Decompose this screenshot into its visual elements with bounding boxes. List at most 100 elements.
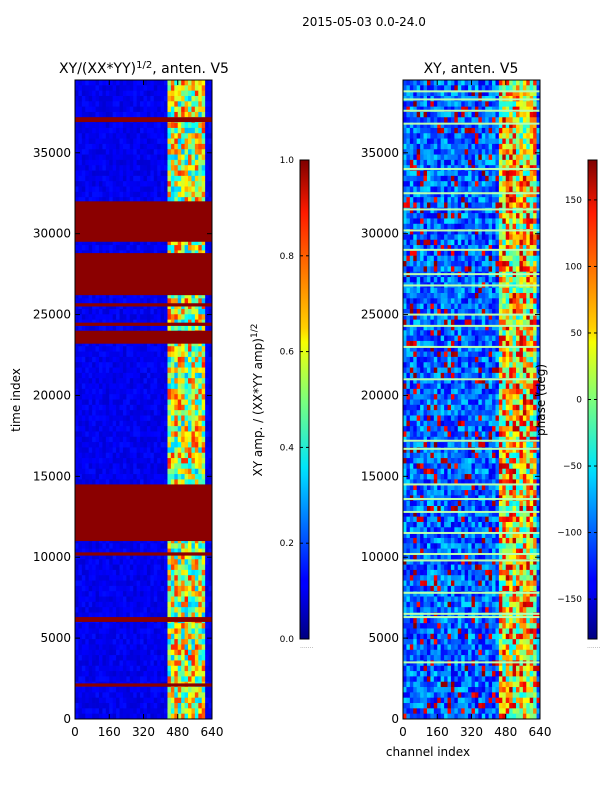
phase-heatmap-cell [426,85,431,92]
amplitude-heatmap-cell [181,351,185,358]
amplitude-heatmap-cell [109,394,114,400]
amplitude-heatmap-cell [208,591,213,597]
amplitude-heatmap-cell [167,138,172,145]
amplitude-heatmap-cell [153,175,158,182]
amplitude-heatmap-cell [122,479,127,486]
amplitude-heatmap-cell [188,404,192,411]
amplitude-heatmap-cell [160,319,165,326]
amplitude-heatmap-cell [150,623,155,629]
amplitude-heatmap-cell [170,95,175,102]
amplitude-heatmap-cell [174,165,179,171]
amplitude-heatmap-cell [174,468,179,475]
amplitude-heatmap-cell [119,601,124,608]
amplitude-heatmap-cell [188,543,192,550]
amplitude-heatmap-cell [177,85,182,92]
amplitude-heatmap-cell [92,447,96,454]
amplitude-heatmap-cell [75,564,79,571]
amplitude-heatmap-cell [85,303,90,310]
amplitude-heatmap-cell [174,644,179,651]
amplitude-heatmap-cell [198,548,203,555]
amplitude-heatmap-cell [126,133,131,139]
amplitude-heatmap-cell [150,543,155,550]
amplitude-heatmap-cell [164,367,168,374]
amplitude-heatmap-cell [167,186,172,193]
amplitude-heatmap-cell [119,559,124,565]
amplitude-heatmap-cell [208,154,213,161]
amplitude-heatmap-cell [167,463,172,470]
amplitude-heatmap-cell [198,388,203,395]
amplitude-heatmap-cell [136,106,141,113]
amplitude-heatmap-cell [167,436,172,443]
amplitude-heatmap-cell [133,633,138,640]
amplitude-heatmap-cell [184,479,189,486]
amplitude-heatmap-cell [109,138,114,145]
amplitude-heatmap-cell [112,378,117,384]
amplitude-heatmap-cell [129,431,134,438]
amplitude-colorbar-tick-label: 0.2 [280,539,294,549]
amplitude-heatmap-cell [170,543,175,550]
amplitude-heatmap-cell [75,378,79,384]
amplitude-heatmap-cell [112,367,117,374]
amplitude-heatmap-cell [191,548,196,555]
phase-heatmap-cell [488,85,493,92]
amplitude-heatmap-cell [208,575,213,581]
amplitude-heatmap-cell [164,703,168,709]
amplitude-heatmap-cell [75,420,79,427]
amplitude-heatmap-cell [194,575,199,581]
amplitude-heatmap-cell [88,175,93,182]
amplitude-heatmap-cell [85,80,90,86]
amplitude-heatmap-cell [167,356,172,363]
amplitude-heatmap-cell [133,372,138,379]
amplitude-heatmap-cell [140,303,144,310]
amplitude-heatmap-cell [205,649,209,656]
amplitude-heatmap-cell [160,458,165,464]
amplitude-heatmap-cell [75,356,79,363]
amplitude-heatmap-cell [75,692,79,699]
amplitude-heatmap-cell [181,154,185,161]
phase-heatmap-cell [516,85,520,92]
amplitude-heatmap-cell [160,95,165,102]
amplitude-heatmap-cell [88,559,93,565]
amplitude-heatmap-cell [95,362,100,368]
amplitude-heatmap-cell [81,447,86,454]
amplitude-heatmap-cell [160,628,165,635]
amplitude-heatmap-cell [112,351,117,358]
amplitude-heatmap-cell [146,245,151,251]
amplitude-heatmap-cell [78,415,83,422]
amplitude-heatmap-cell [194,442,199,448]
amplitude-heatmap-cell [188,564,192,571]
amplitude-heatmap-cell [112,569,117,576]
amplitude-heatmap-cell [140,649,144,656]
amplitude-heatmap-cell [85,138,90,145]
amplitude-heatmap-cell [150,649,155,656]
amplitude-heatmap-cell [133,95,138,102]
amplitude-heatmap-cell [184,404,189,411]
amplitude-heatmap-cell [177,340,182,347]
amplitude-heatmap-cell [143,474,148,480]
amplitude-heatmap-cell [98,239,103,246]
amplitude-heatmap-cell [164,388,168,395]
amplitude-heatmap-cell [170,623,175,629]
amplitude-heatmap-cell [102,559,107,565]
amplitude-heatmap-cell [181,458,185,464]
amplitude-heatmap-cell [153,239,158,246]
amplitude-heatmap-cell [81,170,86,177]
amplitude-heatmap-cell [88,127,93,134]
amplitude-heatmap-cell [85,612,90,619]
amplitude-heatmap-cell [75,559,79,565]
amplitude-heatmap-cell [136,665,141,672]
amplitude-heatmap-cell [102,175,107,182]
amplitude-heatmap-cell [116,133,120,139]
amplitude-heatmap-cell [167,191,172,198]
amplitude-heatmap-cell [170,639,175,645]
amplitude-heatmap-cell [109,426,114,432]
amplitude-heatmap-cell [177,346,182,352]
amplitude-heatmap-cell [143,591,148,597]
amplitude-heatmap-cell [105,703,110,709]
amplitude-heatmap-cell [188,362,192,368]
amplitude-heatmap-cell [129,378,134,384]
amplitude-heatmap-cell [208,543,213,550]
amplitude-heatmap-cell [102,623,107,629]
amplitude-heatmap-cell [150,356,155,363]
amplitude-heatmap-cell [81,660,86,667]
